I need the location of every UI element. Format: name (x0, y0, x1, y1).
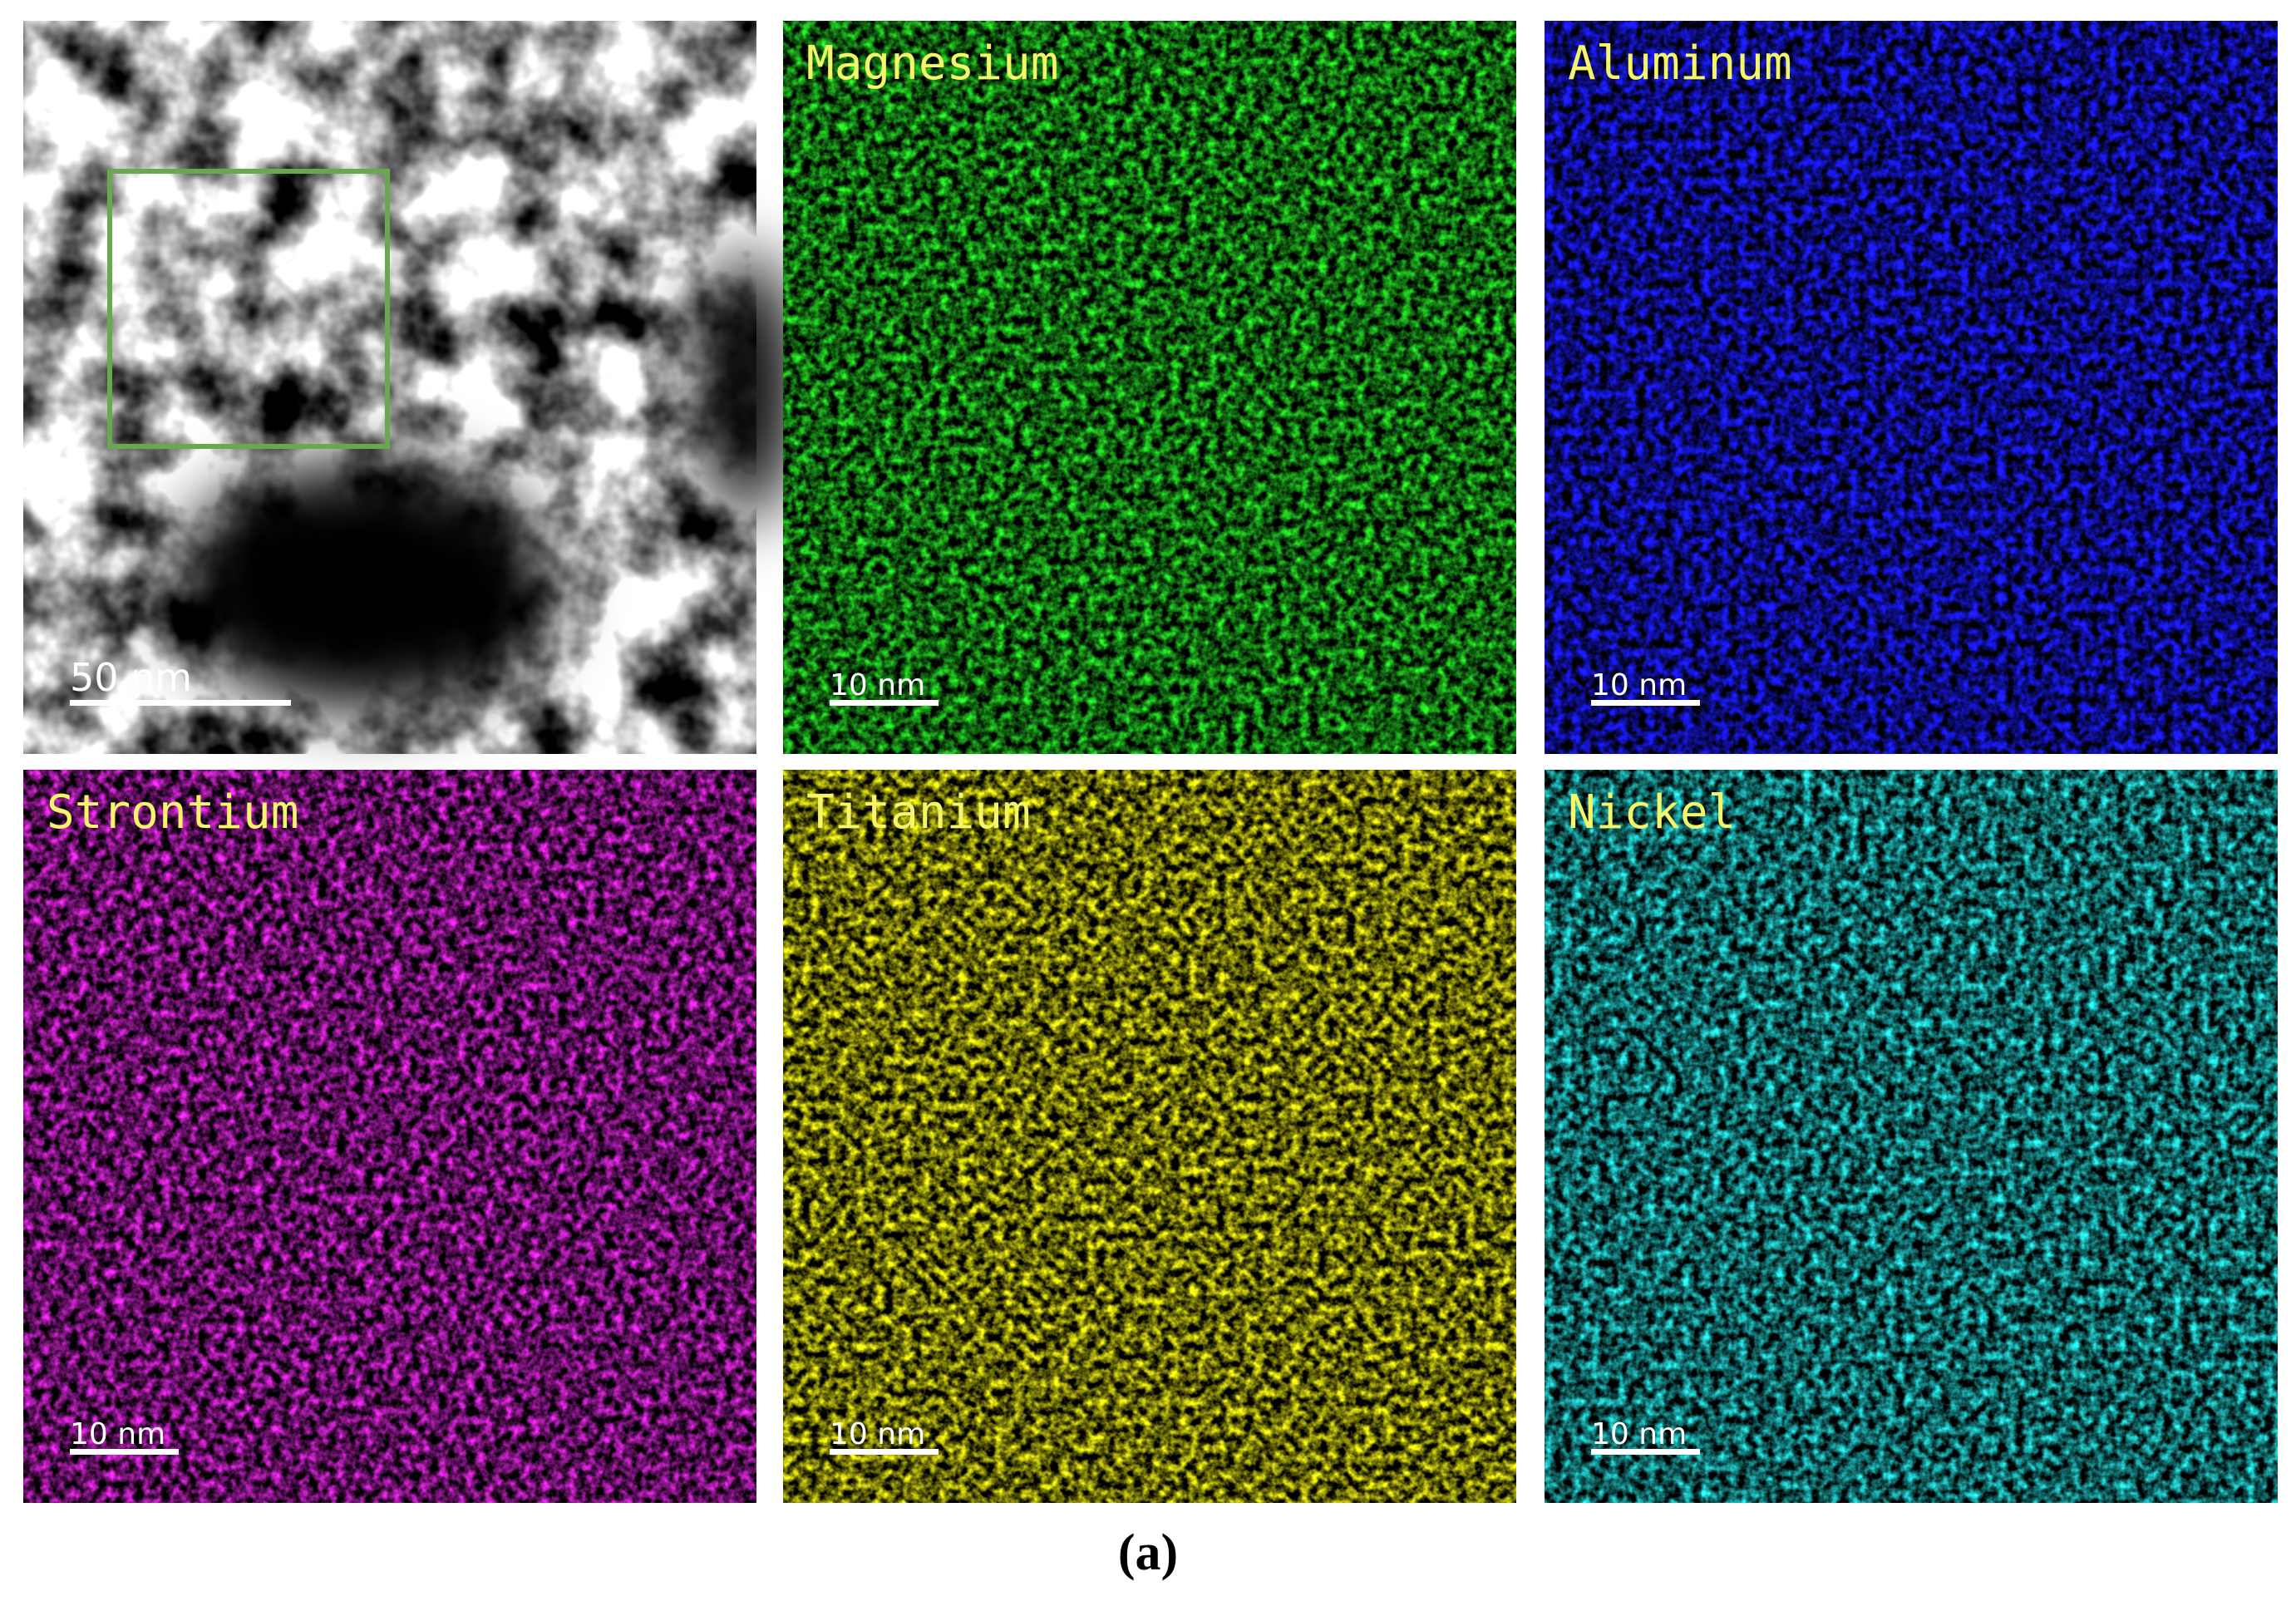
map-panel: Aluminum 10 nm (1545, 21, 2278, 754)
selection-box (107, 169, 390, 449)
element-label: Magnesium (806, 37, 1058, 91)
scale-bar-label: 10 nm (830, 1417, 925, 1451)
scale-bar (70, 700, 291, 706)
scale-bar (1591, 1449, 1700, 1455)
map-panel: Strontium 10 nm (23, 770, 756, 1503)
element-label: Titanium (806, 786, 1031, 840)
element-label: Aluminum (1568, 37, 1792, 91)
element-map (1545, 770, 2278, 1503)
scale-bar (70, 1449, 179, 1455)
scale-bar (1591, 700, 1700, 706)
element-map (783, 21, 1516, 754)
map-panel: 50 nm (23, 21, 796, 754)
scale-bar-label: 10 nm (1591, 668, 1687, 702)
scale-bar-label: 10 nm (70, 1417, 165, 1451)
scale-bar-label: 10 nm (830, 668, 925, 702)
map-panel: Nickel 10 nm (1545, 770, 2278, 1503)
scale-bar-label: 50 nm (70, 655, 192, 700)
scale-bar (830, 700, 939, 706)
scale-bar-label: 10 nm (1591, 1417, 1687, 1451)
map-panel: Magnesium 10 nm (783, 21, 1516, 754)
map-panel: Titanium 10 nm (783, 770, 1516, 1503)
element-map (1545, 21, 2278, 754)
dark-region (697, 254, 796, 520)
dark-region (173, 461, 555, 711)
element-map (23, 770, 756, 1503)
element-label: Strontium (47, 786, 298, 840)
scale-bar (830, 1449, 939, 1455)
element-map (783, 770, 1516, 1503)
caption: (a) (1118, 1525, 1178, 1581)
element-label: Nickel (1568, 786, 1736, 840)
